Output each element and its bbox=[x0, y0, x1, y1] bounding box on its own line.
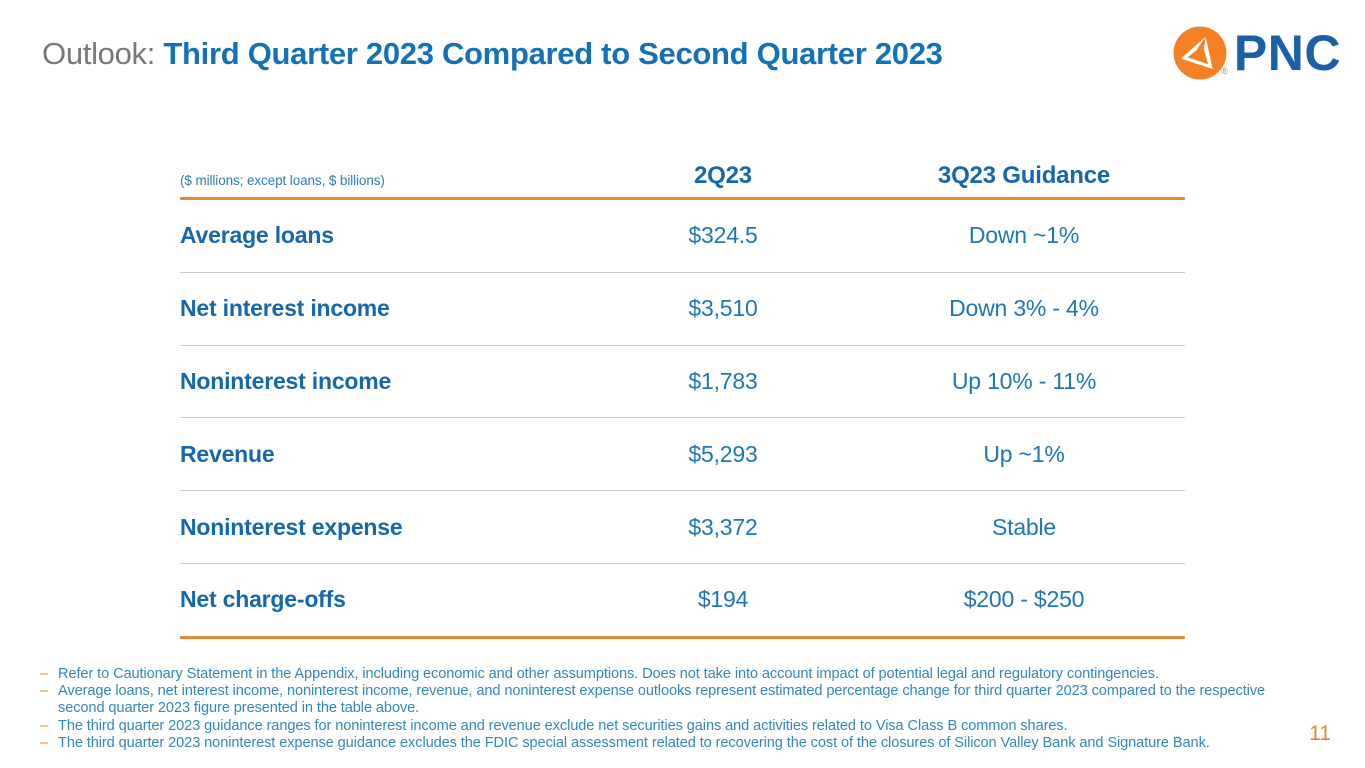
table-body: Average loans $324.5 Down ~1% Net intere… bbox=[180, 200, 1185, 636]
table-units-note: ($ millions; except loans, $ billions) bbox=[180, 173, 385, 188]
page-number: 11 bbox=[1309, 722, 1331, 745]
outlook-table: ($ millions; except loans, $ billions) 2… bbox=[180, 153, 1185, 639]
footnote-item: – The third quarter 2023 guidance ranges… bbox=[40, 718, 1302, 735]
table-bottom-rule bbox=[180, 635, 1185, 639]
row-3q23-guidance-value: $200 - $250 bbox=[963, 586, 1085, 613]
row-2q23-value: $3,510 bbox=[688, 295, 758, 322]
footnote-text: Refer to Cautionary Statement in the App… bbox=[58, 666, 1159, 682]
pnc-wordmark: PNC bbox=[1233, 25, 1341, 81]
row-label: Average loans bbox=[180, 222, 334, 249]
footnote-text: The third quarter 2023 guidance ranges f… bbox=[58, 717, 1068, 734]
row-label: Net interest income bbox=[180, 295, 390, 322]
footnote-dash: – bbox=[40, 717, 49, 734]
row-3q23-guidance-value: Up 10% - 11% bbox=[951, 367, 1097, 394]
row-2q23-value: $3,372 bbox=[688, 513, 758, 540]
footnote-text: The third quarter 2023 noninterest expen… bbox=[58, 734, 1210, 751]
footnote-dash: – bbox=[40, 734, 49, 751]
row-2q23-value: $324.5 bbox=[688, 222, 758, 249]
footnote-item: – Refer to Cautionary Statement in the A… bbox=[40, 666, 1302, 683]
table-header-row: ($ millions; except loans, $ billions) 2… bbox=[180, 153, 1185, 197]
row-3q23-guidance-value: Up ~1% bbox=[983, 440, 1065, 467]
footnote-dash: – bbox=[40, 666, 49, 682]
row-2q23-value: $1,783 bbox=[688, 367, 758, 394]
registered-mark: ® bbox=[1221, 66, 1228, 76]
page-title: Outlook: Third Quarter 2023 Compared to … bbox=[42, 34, 943, 74]
row-3q23-guidance-value: Stable bbox=[991, 513, 1056, 540]
row-2q23-value: $5,293 bbox=[688, 440, 758, 467]
table-row: Average loans $324.5 Down ~1% bbox=[180, 200, 1185, 272]
row-label: Noninterest expense bbox=[180, 513, 403, 540]
table-row: Noninterest income $1,783 Up 10% - 11% bbox=[180, 344, 1185, 418]
table-top-rule bbox=[180, 197, 1185, 200]
footnote-text: Average loans, net interest income, noni… bbox=[58, 683, 1266, 717]
footnote-item: – Average loans, net interest income, no… bbox=[40, 683, 1302, 717]
column-header-2q23: 2Q23 bbox=[694, 162, 752, 189]
table-row: Net interest income $3,510 Down 3% - 4% bbox=[180, 271, 1185, 345]
footnotes-list: – Refer to Cautionary Statement in the A… bbox=[40, 666, 1302, 752]
page-title-prefix: Outlook: bbox=[42, 36, 156, 71]
row-3q23-guidance-value: Down ~1% bbox=[968, 222, 1080, 249]
row-label: Revenue bbox=[180, 440, 275, 467]
page-title-main: Third Quarter 2023 Compared to Second Qu… bbox=[163, 36, 943, 71]
column-header-3q23-guidance: 3Q23 Guidance bbox=[937, 162, 1111, 189]
row-3q23-guidance-value: Down 3% - 4% bbox=[949, 295, 1099, 322]
table-row: Net charge-offs $194 $200 - $250 bbox=[180, 562, 1185, 636]
footnote-dash: – bbox=[40, 683, 49, 700]
row-2q23-value: $194 bbox=[697, 586, 749, 613]
row-label: Net charge-offs bbox=[180, 586, 346, 613]
pnc-logo: ® PNC bbox=[1173, 26, 1341, 80]
pnc-triangle-icon bbox=[1173, 26, 1227, 80]
table-row: Revenue $5,293 Up ~1% bbox=[180, 417, 1185, 490]
table-row: Noninterest expense $3,372 Stable bbox=[180, 490, 1185, 563]
footnote-item: – The third quarter 2023 noninterest exp… bbox=[40, 735, 1302, 752]
row-label: Noninterest income bbox=[180, 367, 392, 394]
